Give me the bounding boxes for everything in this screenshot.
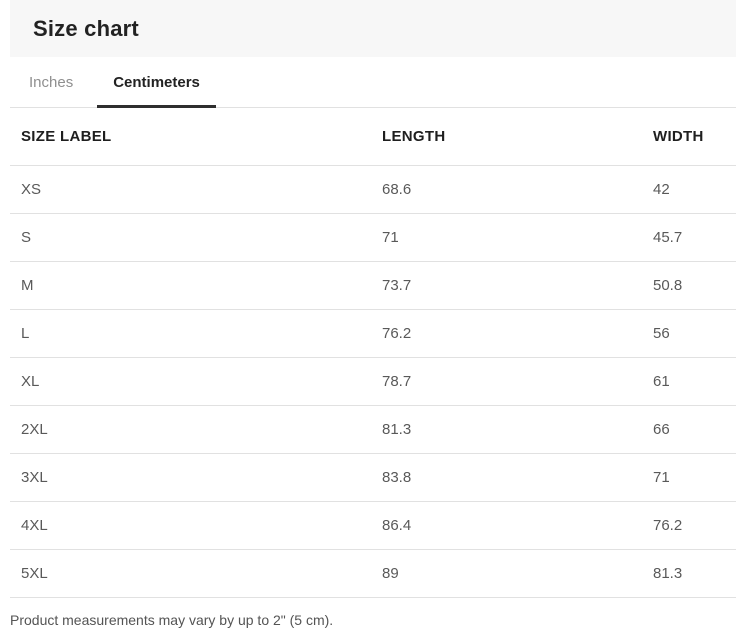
width-cell: 71 [642,453,736,502]
table-row: 5XL 89 81.3 [10,549,736,598]
width-cell: 61 [642,357,736,406]
table-header-row: SIZE LABEL LENGTH WIDTH [10,108,736,166]
size-label-cell: 3XL [10,453,371,502]
column-header-size-label: SIZE LABEL [10,108,371,166]
width-cell: 50.8 [642,261,736,310]
table-row: L 76.2 56 [10,309,736,358]
length-cell: 78.7 [371,357,642,406]
unit-tabs: Inches Centimeters [10,57,736,108]
table-row: XS 68.6 42 [10,165,736,214]
size-label-cell: 5XL [10,549,371,598]
length-cell: 89 [371,549,642,598]
measurement-disclaimer: Product measurements may vary by up to 2… [10,612,334,628]
width-cell: 45.7 [642,213,736,262]
length-cell: 68.6 [371,165,642,214]
length-cell: 76.2 [371,309,642,358]
size-label-cell: 2XL [10,405,371,454]
width-cell: 76.2 [642,501,736,550]
table-row: M 73.7 50.8 [10,261,736,310]
page-title: Size chart [33,15,139,41]
width-cell: 66 [642,405,736,454]
length-cell: 86.4 [371,501,642,550]
length-cell: 81.3 [371,405,642,454]
table-row: XL 78.7 61 [10,357,736,406]
length-cell: 73.7 [371,261,642,310]
tab-centimeters[interactable]: Centimeters [97,57,216,108]
size-label-cell: L [10,309,371,358]
size-label-cell: 4XL [10,501,371,550]
length-cell: 71 [371,213,642,262]
length-cell: 83.8 [371,453,642,502]
table-row: 2XL 81.3 66 [10,405,736,454]
column-header-width: WIDTH [642,108,736,166]
size-label-cell: XL [10,357,371,406]
header-band: Size chart [10,0,736,57]
size-table: SIZE LABEL LENGTH WIDTH XS 68.6 42 S 71 … [10,108,736,598]
table-row: S 71 45.7 [10,213,736,262]
tab-inches[interactable]: Inches [29,73,74,91]
width-cell: 56 [642,309,736,358]
size-label-cell: XS [10,165,371,214]
size-label-cell: S [10,213,371,262]
column-header-length: LENGTH [371,108,642,166]
width-cell: 42 [642,165,736,214]
table-row: 4XL 86.4 76.2 [10,501,736,550]
size-label-cell: M [10,261,371,310]
table-row: 3XL 83.8 71 [10,453,736,502]
width-cell: 81.3 [642,549,736,598]
size-chart-panel: Size chart Inches Centimeters SIZE LABEL… [10,0,736,628]
